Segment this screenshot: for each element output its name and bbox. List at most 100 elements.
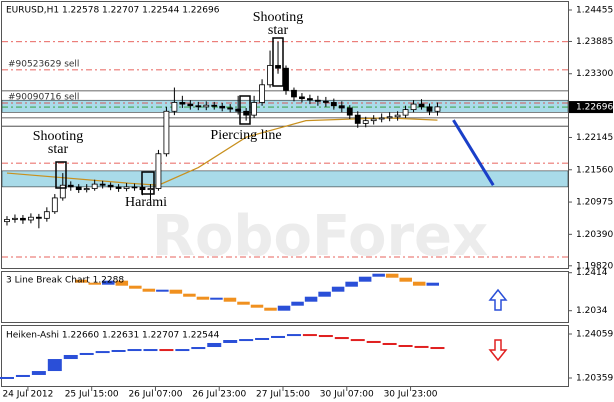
- line-break-brick: [75, 279, 88, 283]
- candle-body: [275, 65, 281, 69]
- line-break-brick: [358, 276, 372, 282]
- candle-body: [51, 197, 58, 213]
- candle-body: [115, 186, 122, 189]
- line-break-brick: [88, 282, 102, 285]
- line-break-brick: [291, 301, 304, 306]
- main-panel: [1, 1, 569, 269]
- candle-body: [187, 103, 194, 107]
- x-tick-label: 30 Jul 23:00: [384, 390, 438, 400]
- candle-body: [171, 102, 178, 112]
- panel-label: Heiken-Ashi 1.22660 1.22631 1.22707 1.22…: [6, 331, 220, 341]
- line-break-brick: [223, 297, 237, 302]
- candle-body: [299, 96, 305, 99]
- watermark: RoboForex: [152, 204, 488, 269]
- candle-body: [83, 188, 90, 191]
- candle-body: [251, 102, 258, 116]
- last-price-label: 1.22696: [576, 103, 613, 113]
- y-tick-label: 1.21560: [576, 165, 613, 175]
- candle-body: [434, 106, 441, 112]
- heiken-ashi-bar: [350, 339, 365, 342]
- line-break-brick: [318, 291, 331, 297]
- candle-body: [43, 211, 50, 219]
- moving-average: [6, 117, 438, 186]
- line-break-brick: [426, 282, 439, 286]
- heiken-ashi-bar: [175, 349, 190, 352]
- candle-body: [394, 114, 401, 118]
- heiken-ashi-bar: [271, 335, 286, 338]
- heiken-ashi-bar: [143, 349, 158, 352]
- heiken-ashi-bar: [239, 339, 254, 342]
- candle-body: [12, 217, 18, 220]
- forecast-line: [452, 119, 495, 187]
- candle-body: [322, 100, 329, 103]
- heiken-ashi-bar: [31, 371, 46, 375]
- heiken-ashi-bar: [414, 345, 429, 348]
- level-label: #90090716 sell: [8, 92, 79, 102]
- line-break-brick: [385, 273, 399, 278]
- line-break-brick: [196, 296, 210, 300]
- candle-body: [4, 219, 10, 223]
- heiken-ashi-bar: [111, 349, 126, 352]
- candle-body: [418, 103, 425, 108]
- heiken-ashi-bar: [334, 337, 349, 340]
- annotation: Shooting: [253, 10, 304, 25]
- candle-body: [283, 67, 289, 91]
- heiken-ashi-bar: [159, 349, 174, 352]
- y-tick-label: 1.24059: [576, 330, 613, 340]
- down-arrow: [488, 339, 508, 362]
- y-tick-label: 1.2414: [576, 268, 608, 278]
- line-break-brick: [156, 289, 169, 292]
- chart-header: EURUSD,H1 1.22578 1.22707 1.22544 1.2269…: [6, 6, 220, 16]
- y-tick-label: 1.23300: [576, 69, 613, 79]
- line-break-brick: [102, 280, 115, 285]
- heiken-ashi-bar: [382, 342, 397, 345]
- heiken-ashi-bar: [47, 359, 62, 372]
- heiken-ashi-bar: [223, 340, 238, 343]
- y-tick-label: 1.20359: [576, 373, 613, 383]
- line-break-brick: [210, 297, 223, 300]
- candle-body: [211, 104, 218, 107]
- x-tick-label: 24 Jul 2012: [2, 390, 53, 400]
- zone-band: [1, 170, 569, 188]
- candle-body: [91, 183, 98, 189]
- y-tick-label: 1.24455: [576, 6, 613, 16]
- candle-body: [386, 116, 393, 119]
- line-break-panel: [1, 271, 569, 323]
- x-tick-label: 30 Jul 07:00: [320, 390, 374, 400]
- up-arrow: [488, 288, 508, 311]
- candle-body: [123, 186, 130, 189]
- x-tick-label: 25 Jul 15:00: [65, 390, 119, 400]
- candle-body: [291, 89, 297, 98]
- candle-body: [362, 120, 369, 124]
- heiken-ashi-bar: [79, 352, 94, 355]
- heiken-ashi-bar: [207, 342, 222, 348]
- annotation: Piercing line: [210, 128, 281, 143]
- annotation: star: [48, 142, 69, 157]
- candle-body: [354, 114, 361, 124]
- candle-body: [155, 153, 162, 189]
- line-break-brick: [183, 293, 196, 297]
- x-tick-label: 27 Jul 15:00: [256, 390, 310, 400]
- line-break-brick: [142, 288, 156, 292]
- line-break-brick: [277, 305, 291, 311]
- heiken-ashi-bar: [63, 354, 78, 360]
- heiken-ashi-bar: [127, 349, 142, 352]
- candle-body: [35, 216, 42, 219]
- candle-body: [20, 217, 26, 221]
- candle-body: [67, 184, 74, 188]
- annotation: star: [268, 23, 289, 38]
- pattern-box: [239, 95, 251, 125]
- heiken-ashi-bar: [95, 351, 110, 354]
- line-break-brick: [129, 285, 142, 289]
- candle-body: [203, 104, 210, 108]
- candle-body: [179, 102, 186, 105]
- candle-body: [346, 107, 353, 116]
- heiken-ashi-bar: [366, 340, 381, 343]
- candle-body: [27, 216, 34, 221]
- candle-body: [307, 98, 313, 101]
- heiken-ashi-panel: [1, 325, 569, 387]
- candle-body: [402, 109, 409, 116]
- line-break-brick: [372, 273, 385, 277]
- heiken-ashi-bar: [15, 374, 30, 377]
